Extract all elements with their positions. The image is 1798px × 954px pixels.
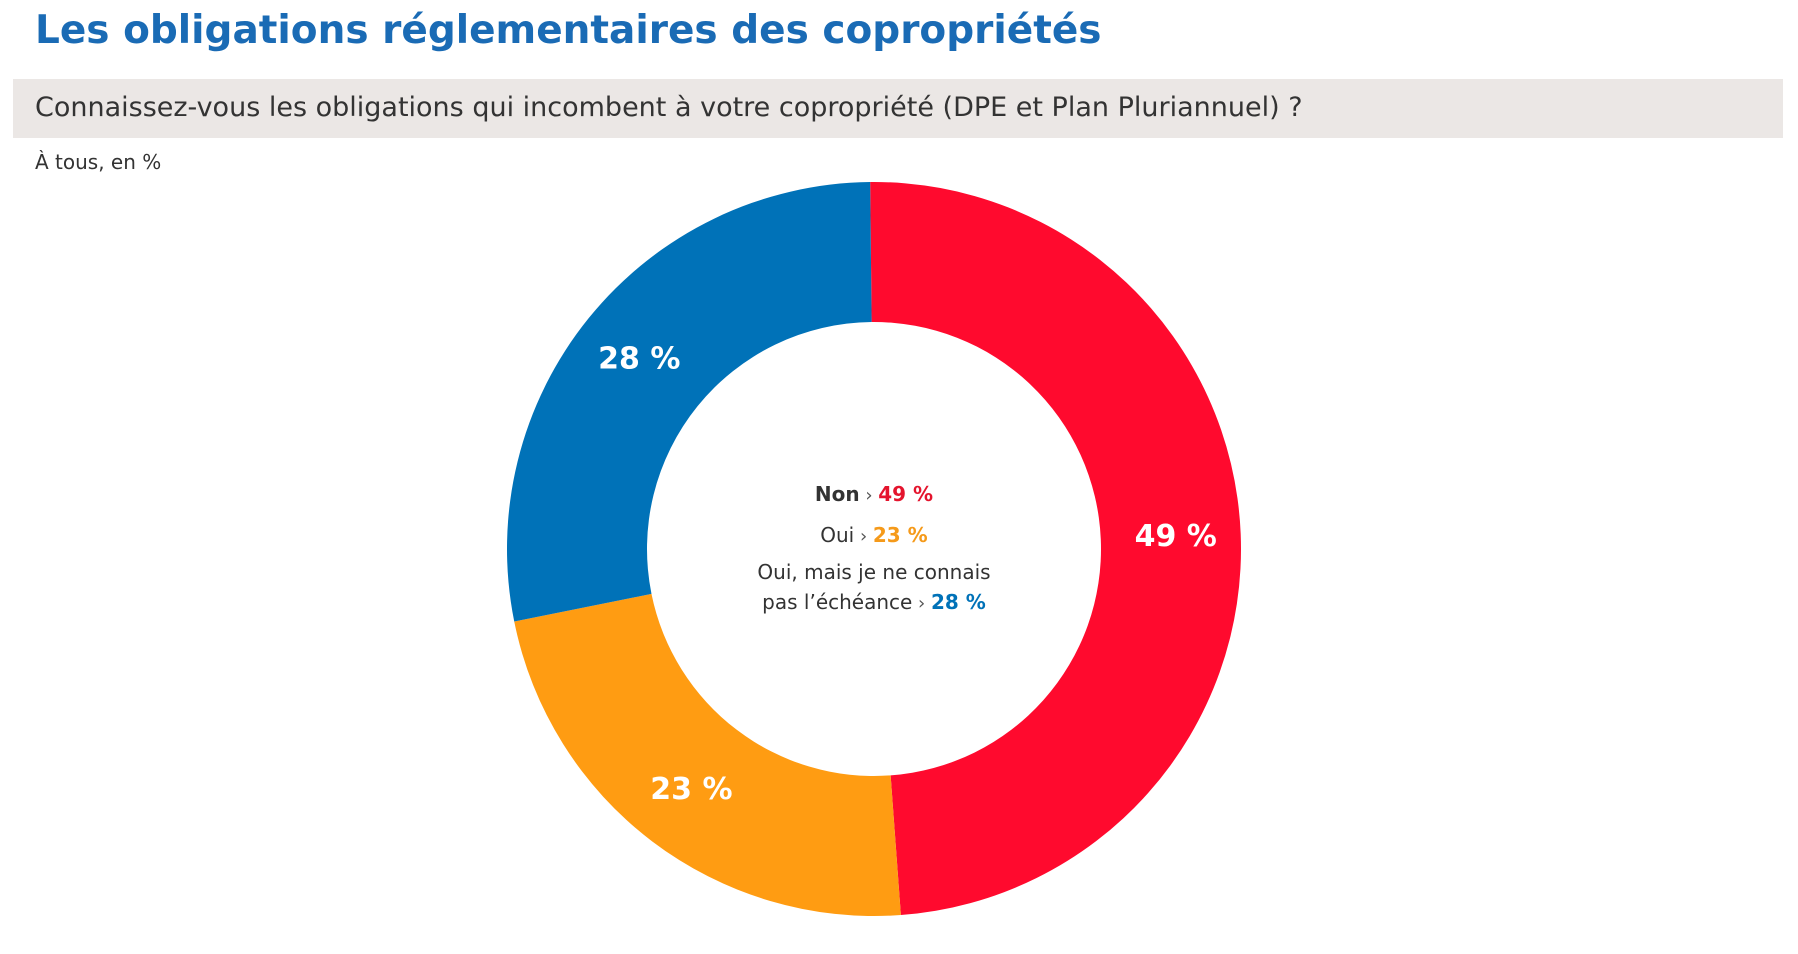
question-band: Connaissez-vous les obligations qui inco… bbox=[13, 79, 1783, 138]
base-note: À tous, en % bbox=[35, 150, 162, 174]
donut-slice-oui-mais-je-ne-connais-pas-l-ch-ance bbox=[507, 182, 872, 622]
donut-slice-labels: 49 % 23 % 28 % bbox=[598, 341, 1217, 807]
question-text: Connaissez-vous les obligations qui inco… bbox=[35, 92, 1303, 123]
center-legend: Non › 49 % Oui › 23 % Oui, mais je ne conn… bbox=[757, 482, 990, 614]
donut-slice-oui bbox=[514, 593, 901, 916]
slice-value-label: 23 % bbox=[650, 772, 732, 807]
legend-item-non: Non › 49 % bbox=[815, 482, 933, 506]
page-title: Les obligations réglementaires des copro… bbox=[35, 8, 1102, 53]
donut-slices bbox=[507, 182, 1241, 916]
legend-item-oui: Oui › 23 % bbox=[820, 523, 927, 547]
legend-item-oui-mais-line1: Oui, mais je ne connais bbox=[757, 560, 990, 584]
donut-slice-non bbox=[870, 182, 1241, 916]
legend-item-oui-mais-line2: pas l’échéance › 28 % bbox=[762, 590, 986, 614]
slice-value-label: 28 % bbox=[598, 341, 680, 376]
slice-value-label: 49 % bbox=[1135, 519, 1217, 554]
